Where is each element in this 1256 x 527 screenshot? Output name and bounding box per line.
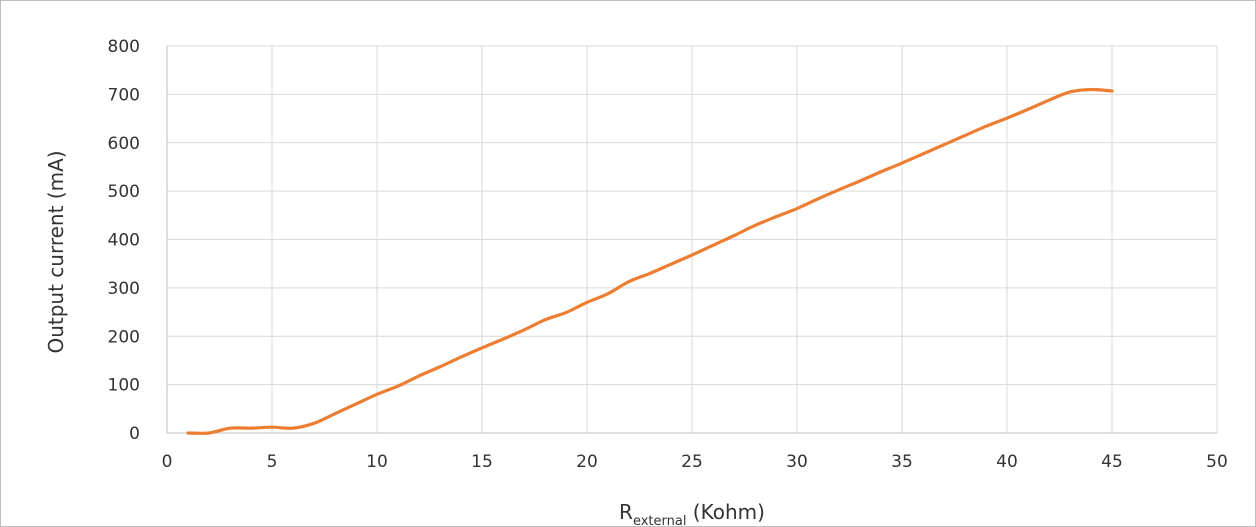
- y-tick-label: 0: [129, 424, 140, 444]
- y-tick-label: 100: [108, 376, 140, 396]
- x-axis-title: Rexternal (Kohm): [619, 500, 765, 527]
- x-tick-label: 15: [471, 452, 493, 472]
- y-tick-label: 300: [108, 279, 140, 299]
- y-tick-label: 400: [108, 231, 140, 251]
- y-axis-title: Output current (mA): [44, 150, 68, 353]
- y-tick-labels: 0 100 200 300 400 500 600 700 800: [108, 37, 140, 444]
- x-tick-label: 10: [366, 452, 388, 472]
- x-tick-label: 35: [891, 452, 913, 472]
- grid-lines: [167, 45, 1218, 433]
- x-axis-title-main: R: [619, 500, 633, 524]
- x-tick-label: 0: [162, 452, 173, 472]
- axes: [166, 46, 1217, 434]
- x-tick-label: 30: [786, 452, 808, 472]
- series-line: [186, 87, 1114, 435]
- x-tick-labels: 0 5 10 15 20 25 30 35 40 45 50: [162, 452, 1228, 472]
- y-tick-label: 700: [108, 85, 140, 105]
- x-tick-label: 20: [576, 452, 598, 472]
- x-tick-label: 25: [681, 452, 703, 472]
- y-tick-label: 500: [108, 182, 140, 202]
- y-tick-label: 800: [108, 37, 140, 57]
- x-tick-label: 5: [267, 452, 278, 472]
- y-tick-label: 600: [108, 134, 140, 154]
- x-tick-label: 50: [1206, 452, 1228, 472]
- data-series: [186, 87, 1114, 435]
- x-axis-title-subscript: external: [633, 514, 687, 527]
- y-tick-label: 200: [108, 327, 140, 347]
- x-tick-label: 40: [996, 452, 1018, 472]
- x-axis-title-suffix: (Kohm): [686, 500, 764, 524]
- x-tick-label: 45: [1101, 452, 1123, 472]
